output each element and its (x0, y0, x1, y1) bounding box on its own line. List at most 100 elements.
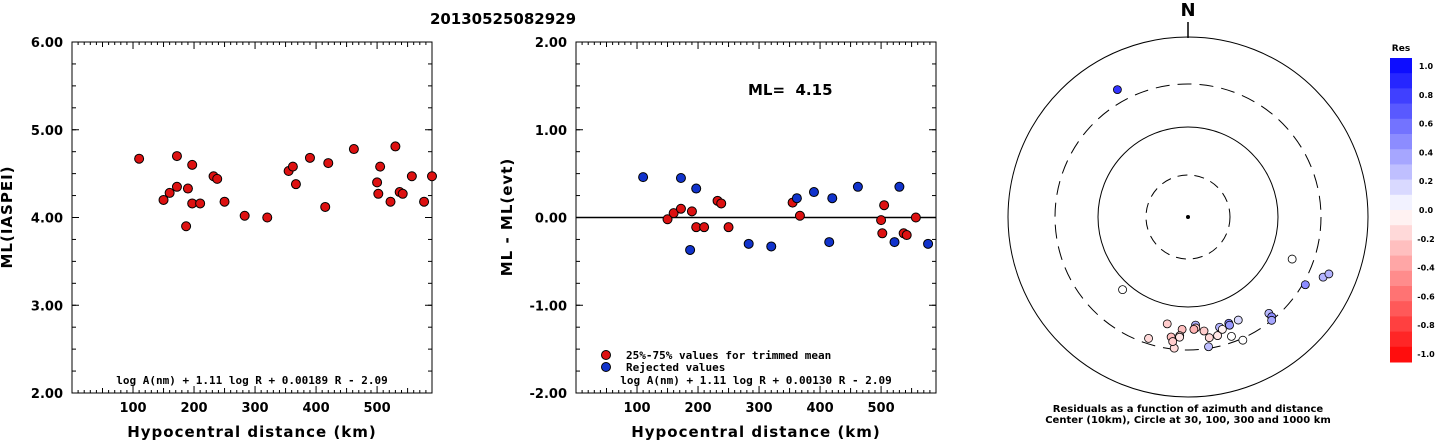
data-point (171, 181, 182, 192)
station-point (1199, 326, 1209, 336)
data-point (212, 173, 223, 184)
data-point (287, 161, 298, 172)
y-tick-label: 1.00 (535, 124, 567, 139)
data-point (134, 153, 145, 164)
panel-ml-iaspei: 2.00 3.00 4.00 5.00 6.00 100 200 300 400 500 log… (0, 36, 437, 441)
data-point (320, 201, 331, 212)
station-point (1168, 337, 1178, 346)
colorbar-label: -0.6 (1417, 292, 1435, 301)
data-point (852, 181, 863, 192)
formula-2: log A(nm) + 1.11 log R + 0.00130 R - 2.0… (620, 374, 892, 387)
colorbar-cell (1390, 88, 1412, 105)
station-point (1204, 333, 1214, 343)
data-point (662, 214, 673, 225)
colorbar-cell (1390, 316, 1412, 333)
colorbar-cell (1390, 58, 1412, 74)
x-tick-label: 400 (806, 401, 833, 416)
station-point (1213, 331, 1222, 340)
data-point (791, 193, 802, 204)
colorbar-cell (1390, 149, 1412, 165)
colorbar-cell (1390, 103, 1412, 120)
data-point (794, 210, 805, 221)
colorbar-title: Res (1392, 44, 1410, 54)
data-point (239, 210, 250, 221)
colorbar-label: 0.2 (1419, 177, 1433, 186)
data-point (889, 237, 900, 248)
data-point (262, 212, 273, 223)
colorbar-cell (1390, 346, 1412, 363)
colorbar-label: 0.8 (1419, 91, 1434, 100)
y-tick-label: 4.00 (31, 212, 63, 227)
x-tick-label: 200 (180, 401, 207, 416)
legend-marker-rejected (601, 362, 611, 372)
ylabel-2: ML - ML(evt) (498, 158, 516, 276)
data-point (685, 244, 696, 255)
colorbar-cell (1390, 225, 1412, 241)
data-point (901, 230, 912, 241)
data-point (691, 183, 702, 194)
colorbar-label: 0.0 (1419, 206, 1434, 215)
data-point (390, 141, 401, 152)
data-point (323, 158, 334, 169)
colorbar-label: 1.0 (1419, 62, 1434, 71)
station-point (1238, 335, 1248, 345)
data-point (766, 241, 777, 252)
formula-1: log A(nm) + 1.11 log R + 0.00189 R - 2.0… (116, 374, 388, 387)
data-point (427, 171, 437, 182)
station-point (1267, 315, 1277, 325)
data-point (699, 222, 710, 233)
data-point (723, 222, 734, 233)
figure-title: 20130525082929 (430, 10, 576, 28)
colorbar-cell (1390, 73, 1412, 89)
ylabel-1: ML(IASPEI) (0, 165, 16, 268)
colorbar-label: 0.4 (1419, 148, 1434, 157)
data-point (686, 206, 697, 217)
station-point (1233, 315, 1243, 325)
colorbar-cell (1390, 210, 1412, 226)
colorbar-cell (1390, 331, 1412, 348)
colorbar-cell (1390, 286, 1412, 302)
data-point (348, 144, 359, 155)
y-tick-label: 2.00 (535, 36, 567, 51)
data-point (716, 198, 727, 209)
station-point (1189, 324, 1199, 334)
data-point (385, 196, 396, 207)
data-point (290, 179, 301, 190)
colorbar-cell (1390, 270, 1412, 287)
data-point (397, 188, 408, 199)
caption-line-1: Residuals as a function of azimuth and d… (1053, 404, 1324, 415)
x-tick-label: 100 (623, 401, 650, 416)
data-point (187, 159, 198, 170)
ring-1000km (1007, 36, 1369, 398)
data-point (219, 196, 230, 207)
ring-300km (1054, 83, 1322, 351)
data-point (923, 238, 934, 249)
colorbar-cell (1390, 164, 1412, 181)
colorbar-label: -0.8 (1417, 321, 1435, 330)
data-point (876, 215, 887, 226)
x-tick-label: 300 (745, 401, 772, 416)
data-point (877, 228, 888, 239)
colorbar-cell (1390, 240, 1412, 257)
legend-marker-trimmed (601, 350, 611, 360)
center-point (1186, 215, 1190, 219)
ml-annotation: ML= 4.15 (748, 81, 833, 99)
x-tick-label: 500 (868, 401, 895, 416)
legend-label-rejected: Rejected values (626, 361, 725, 374)
y-tick-label: -2.00 (530, 387, 567, 402)
data-point (894, 181, 905, 192)
station-point (1162, 319, 1172, 329)
station-point (1217, 324, 1227, 334)
ring-30km (1145, 174, 1231, 260)
y-tick-label: 0.00 (535, 212, 567, 227)
station-point (1227, 331, 1236, 341)
ring-100km (1097, 126, 1279, 308)
plot-frame-1 (71, 41, 433, 394)
xlabel-1: Hypocentral distance (km) (127, 423, 377, 441)
x-tick-label: 400 (302, 401, 329, 416)
data-point (158, 194, 169, 205)
station-point (1118, 285, 1127, 295)
x-tick-label: 200 (684, 401, 711, 416)
data-point (879, 200, 890, 211)
station-point (1175, 332, 1184, 342)
